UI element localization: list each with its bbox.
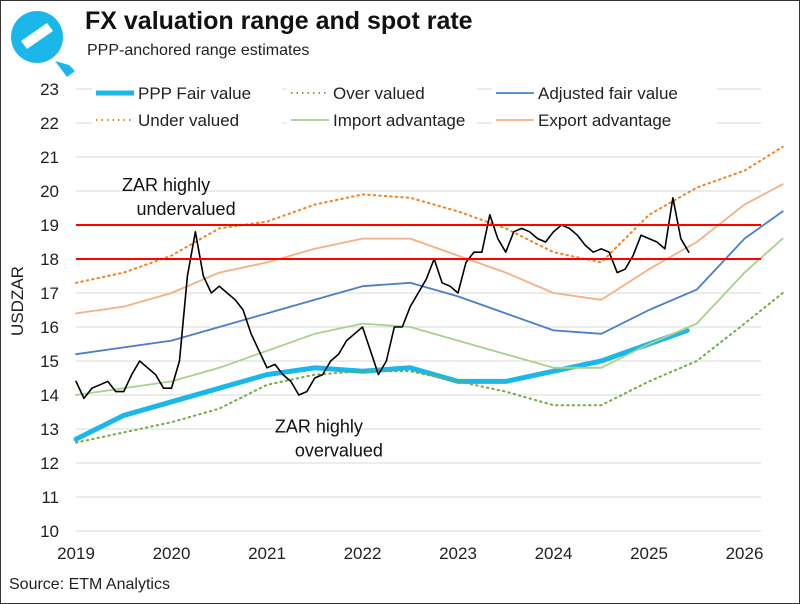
y-tick-label: 13 (40, 420, 59, 439)
legend-label: Under valued (138, 111, 239, 130)
legend-label: Export advantage (538, 111, 671, 130)
y-tick-label: 18 (40, 250, 59, 269)
series-line-import-advantage (75, 237, 784, 396)
y-tick-label: 19 (40, 216, 59, 235)
y-tick-label: 14 (40, 386, 59, 405)
legend-label: Import advantage (333, 111, 465, 130)
y-tick-label: 10 (40, 522, 59, 541)
legend-label: Over valued (333, 84, 425, 103)
chart-subtitle: PPP-anchored range estimates (87, 42, 310, 59)
legend-bg (287, 109, 477, 131)
y-tick-label: 12 (40, 454, 59, 473)
y-tick-label: 17 (40, 284, 59, 303)
legend-bg (92, 82, 282, 104)
annotation-text: undervalued (137, 199, 236, 219)
series-line-export-advantage (75, 183, 784, 315)
x-tick-label: 2026 (726, 544, 764, 563)
etm-logo (11, 11, 75, 77)
legend-bg (287, 82, 477, 104)
series-line-adjusted-fair-value (75, 210, 784, 356)
series-line-over-valued (75, 292, 784, 444)
annotation-text: overvalued (295, 440, 383, 460)
annotation-text: ZAR highly (275, 416, 363, 436)
chart-title: FX valuation range and spot rate (85, 7, 473, 35)
x-tick-label: 2020 (153, 544, 191, 563)
x-tick-label: 2019 (57, 544, 95, 563)
source-note: Source: ETM Analytics (9, 576, 170, 593)
legend-bg (492, 109, 717, 131)
x-tick-label: 2025 (630, 544, 668, 563)
y-tick-label: 11 (41, 488, 59, 507)
annotation-text: ZAR highly (122, 175, 210, 195)
legend-label: PPP Fair value (138, 84, 251, 103)
y-axis-label: USDZAR (8, 266, 27, 336)
x-tick-label: 2021 (248, 544, 286, 563)
x-tick-label: 2023 (439, 544, 477, 563)
series-line-under-valued (75, 145, 784, 284)
series-line-ppp-fair-value (73, 327, 690, 442)
legend-label: Adjusted fair value (538, 84, 678, 103)
y-tick-label: 23 (40, 80, 59, 99)
legend-bg (492, 82, 717, 104)
y-tick-label: 21 (40, 148, 59, 167)
series-line-spot-rate (75, 197, 690, 400)
y-tick-label: 15 (40, 352, 59, 371)
x-tick-label: 2024 (535, 544, 573, 563)
x-tick-label: 2022 (344, 544, 382, 563)
y-tick-label: 22 (40, 114, 59, 133)
y-tick-label: 16 (40, 318, 59, 337)
legend-bg (92, 109, 282, 131)
y-tick-label: 20 (40, 182, 59, 201)
